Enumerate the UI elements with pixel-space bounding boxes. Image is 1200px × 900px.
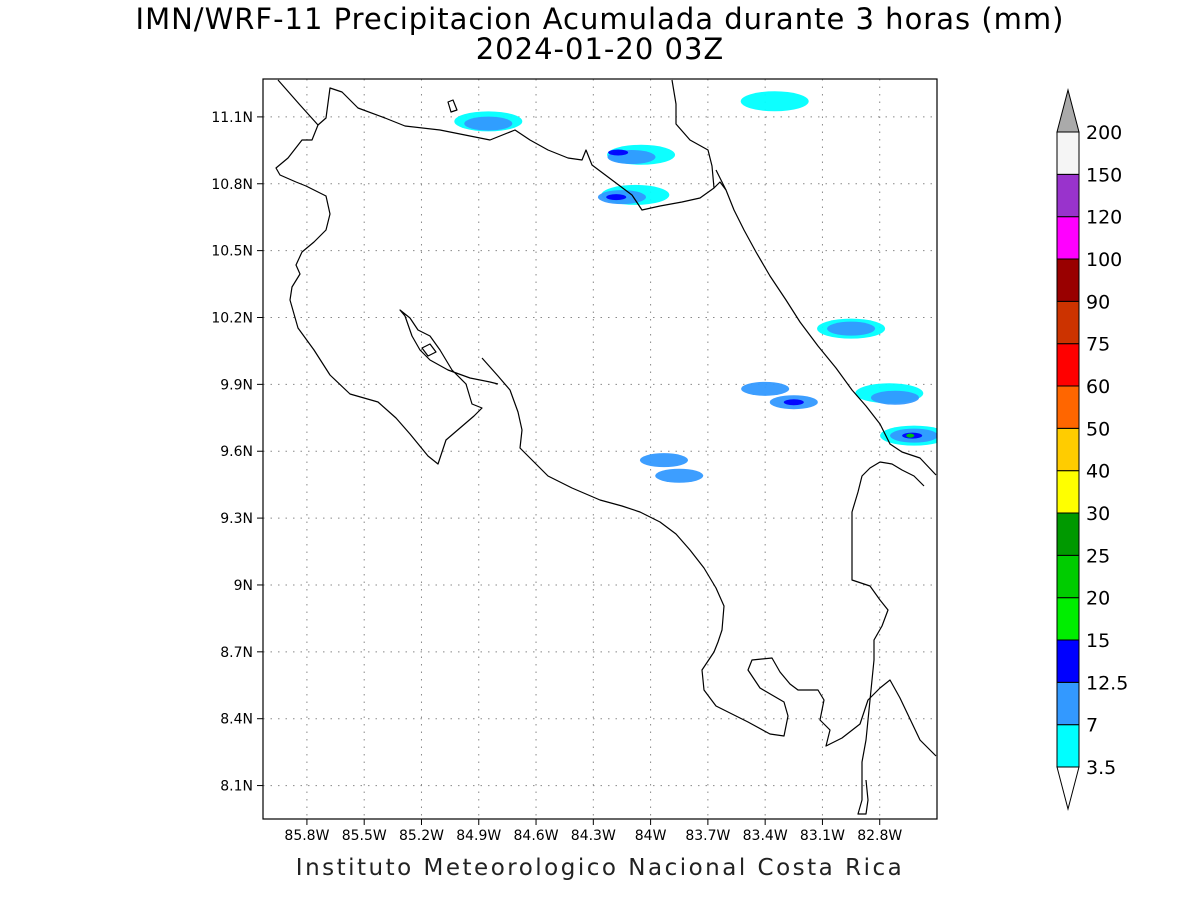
x-tick-label: 85.8W bbox=[284, 828, 329, 844]
colorbar-label: 15 bbox=[1086, 630, 1110, 652]
colorbar-label: 12.5 bbox=[1086, 672, 1128, 694]
colorbar-bin bbox=[1056, 512, 1080, 556]
colorbar-label: 30 bbox=[1086, 503, 1110, 525]
colorbar-bin bbox=[1056, 554, 1080, 599]
x-tick-label: 84.3W bbox=[571, 828, 616, 844]
colorbar-bin bbox=[1056, 427, 1080, 472]
colorbar-label: 120 bbox=[1086, 207, 1122, 229]
precip-cell bbox=[870, 390, 919, 405]
longitude-axis: 85.8W 85.5W 85.2W 84.9W 84.6W 84.3W 84W 83.7W 83… bbox=[284, 819, 902, 844]
colorbar-label: 200 bbox=[1086, 122, 1122, 144]
x-tick-label: 84W bbox=[635, 828, 667, 844]
colorbar-label: 25 bbox=[1086, 545, 1110, 567]
y-tick-label: 8.4N bbox=[220, 712, 253, 728]
map-subtitle: 2024-01-20 03Z bbox=[475, 32, 725, 66]
precip-cell bbox=[906, 433, 915, 438]
colorbar-label: 75 bbox=[1086, 334, 1110, 356]
colorbar-label: 40 bbox=[1086, 461, 1110, 483]
y-tick-label: 8.7N bbox=[220, 645, 253, 661]
y-tick-label: 9.6N bbox=[220, 444, 253, 460]
graticule-grid bbox=[263, 79, 937, 819]
colorbar-label: 90 bbox=[1086, 291, 1110, 313]
colorbar-bin bbox=[1056, 343, 1080, 387]
colorbar-label: 50 bbox=[1086, 418, 1110, 440]
colorbar-label: 100 bbox=[1086, 249, 1122, 271]
y-tick-label: 10.8N bbox=[211, 177, 253, 193]
x-tick-label: 82.8W bbox=[857, 828, 902, 844]
precip-cell bbox=[655, 468, 704, 483]
precip-cell bbox=[783, 399, 804, 406]
y-tick-label: 8.1N bbox=[220, 779, 253, 795]
map-frame bbox=[262, 78, 938, 820]
colorbar-label: 7 bbox=[1086, 715, 1098, 737]
y-tick-label: 9.9N bbox=[220, 377, 253, 393]
colorbar-bin bbox=[1056, 597, 1080, 641]
map-title: IMN/WRF-11 Precipitacion Acumulada duran… bbox=[135, 2, 1065, 36]
x-tick-label: 84.6W bbox=[514, 828, 559, 844]
colorbar-bin bbox=[1056, 724, 1080, 768]
precip-cell bbox=[741, 381, 790, 396]
x-tick-label: 84.9W bbox=[456, 828, 501, 844]
colorbar-bin bbox=[1056, 470, 1080, 514]
colorbar-label: 60 bbox=[1086, 376, 1110, 398]
y-tick-label: 9.3N bbox=[220, 511, 253, 527]
colorbar-bin bbox=[1056, 173, 1080, 218]
colorbar-bin bbox=[1056, 639, 1080, 683]
colorbar-extend-high bbox=[1056, 88, 1080, 133]
colorbar-bin bbox=[1056, 385, 1080, 429]
precip-cell bbox=[606, 194, 627, 201]
colorbar-bin bbox=[1056, 216, 1080, 260]
colorbar-bin bbox=[1056, 300, 1080, 345]
precip-cell bbox=[464, 116, 513, 131]
precip-cell bbox=[827, 321, 876, 336]
precipitation-fields bbox=[454, 91, 937, 483]
colorbar-label: 20 bbox=[1086, 588, 1110, 610]
x-tick-label: 85.5W bbox=[342, 828, 387, 844]
colorbar-bin bbox=[1056, 131, 1080, 175]
colorbar-legend: 3.5 7 12.5 15 20 25 30 40 50 60 75 90 100 120 150 200 bbox=[1056, 88, 1128, 811]
latitude-axis: 11.1N 10.8N 10.5N 10.2N 9.9N 9.6N 9.3N 9N 8.7N 8.… bbox=[211, 110, 263, 795]
precip-cell bbox=[740, 91, 809, 112]
precip-cell bbox=[639, 453, 688, 468]
y-tick-label: 10.5N bbox=[211, 244, 253, 260]
y-tick-label: 9N bbox=[234, 578, 253, 594]
coastline-and-borders bbox=[275, 79, 937, 815]
colorbar-extend-low bbox=[1056, 766, 1080, 811]
precip-cell bbox=[608, 149, 629, 156]
colorbar-label: 150 bbox=[1086, 164, 1122, 186]
x-tick-label: 85.2W bbox=[399, 828, 444, 844]
y-tick-label: 11.1N bbox=[211, 110, 253, 126]
x-tick-label: 83.1W bbox=[800, 828, 845, 844]
x-tick-label: 83.4W bbox=[743, 828, 788, 844]
colorbar-bin bbox=[1056, 258, 1080, 302]
colorbar-label: 3.5 bbox=[1086, 757, 1116, 779]
colorbar-bin bbox=[1056, 681, 1080, 726]
x-tick-label: 83.7W bbox=[685, 828, 730, 844]
y-tick-label: 10.2N bbox=[211, 310, 253, 326]
credit-footer: Instituto Meteorologico Nacional Costa R… bbox=[295, 855, 905, 881]
